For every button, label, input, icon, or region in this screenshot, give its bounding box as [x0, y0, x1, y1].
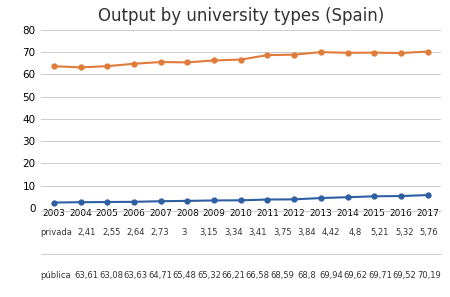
Text: 3: 3: [182, 228, 187, 237]
Text: 3,15: 3,15: [200, 228, 218, 237]
Text: 2,64: 2,64: [126, 228, 145, 237]
Text: 3,41: 3,41: [248, 228, 267, 237]
Text: 69,71: 69,71: [368, 271, 392, 280]
Text: 64,71: 64,71: [148, 271, 172, 280]
Text: 63,63: 63,63: [124, 271, 148, 280]
Text: 68,59: 68,59: [270, 271, 294, 280]
Text: 2,41: 2,41: [77, 228, 96, 237]
Text: 69,52: 69,52: [392, 271, 416, 280]
Text: 3,84: 3,84: [297, 228, 316, 237]
Text: 5,76: 5,76: [419, 228, 438, 237]
Text: 4,42: 4,42: [322, 228, 340, 237]
Text: 66,58: 66,58: [246, 271, 270, 280]
Text: 4,8: 4,8: [349, 228, 362, 237]
Text: 69,62: 69,62: [343, 271, 368, 280]
Text: 65,48: 65,48: [172, 271, 196, 280]
Title: Output by university types (Spain): Output by university types (Spain): [98, 7, 384, 25]
Text: 66,21: 66,21: [221, 271, 245, 280]
Text: 3,75: 3,75: [273, 228, 292, 237]
Text: 68,8: 68,8: [297, 271, 316, 280]
Text: 65,32: 65,32: [197, 271, 221, 280]
Text: 70,19: 70,19: [417, 271, 441, 280]
Text: 2,55: 2,55: [102, 228, 121, 237]
Text: 69,94: 69,94: [319, 271, 343, 280]
Text: 63,08: 63,08: [99, 271, 123, 280]
Text: 63,61: 63,61: [75, 271, 99, 280]
Text: 5,21: 5,21: [371, 228, 389, 237]
Text: 2,73: 2,73: [151, 228, 169, 237]
Text: privada: privada: [40, 228, 72, 237]
Text: pública: pública: [40, 271, 71, 280]
Text: 5,32: 5,32: [395, 228, 414, 237]
Text: 3,34: 3,34: [224, 228, 243, 237]
